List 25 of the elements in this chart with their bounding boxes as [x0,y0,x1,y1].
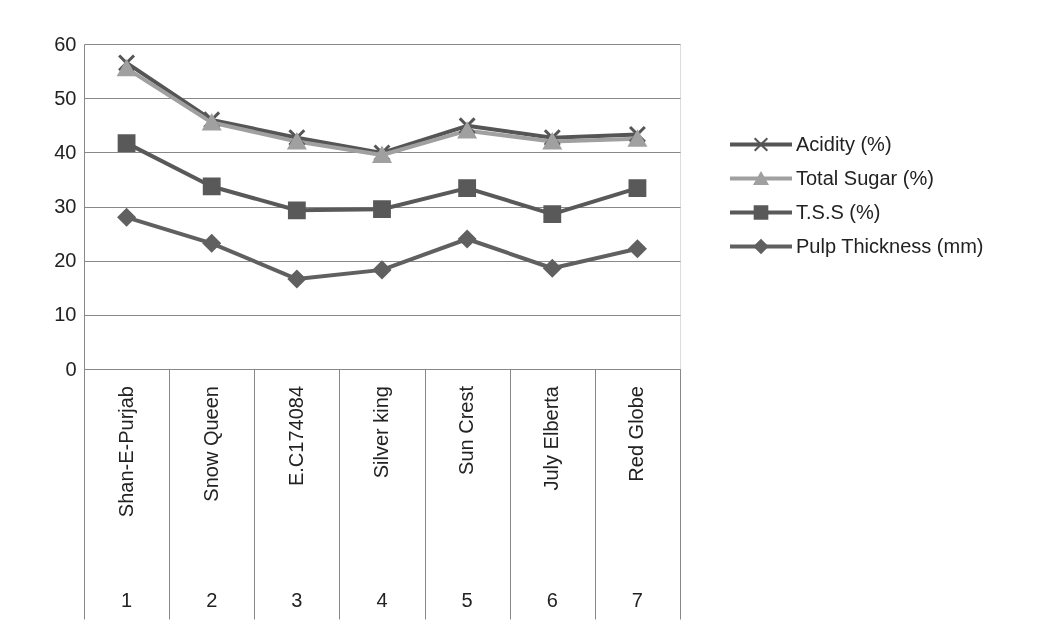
text: 1 [121,589,133,611]
text: 5 [461,589,473,611]
text: 3 [291,589,303,611]
text: 6 [546,589,558,611]
legend-label: T.S.S (%) [796,200,881,223]
y-tick-label: 40 [54,140,77,163]
x-tick-label: Sun Crest [455,385,478,475]
x-tick-label: Shan-E-Purjab [114,386,137,518]
legend-label: Pulp Thickness (mm) [796,234,984,257]
y-tick-label: 20 [54,249,77,272]
legend-label: Total Sugar (%) [796,166,934,189]
text: 4 [376,589,388,611]
x-tick-label: Silver king [370,386,392,479]
y-tick-label: 10 [54,303,77,326]
x-tick-label: E.C174084 [284,386,307,487]
x-tick-label: July Elberta [540,385,563,491]
x-tick-label: Snow Queen [199,386,222,502]
y-tick-label: 60 [54,32,77,55]
y-tick-label: 0 [65,357,77,380]
text: 7 [631,589,643,611]
y-tick-label: 50 [54,86,77,109]
legend-label: Acidity (%) [796,132,892,155]
x-tick-label: Red Globe [625,386,648,482]
y-tick-label: 30 [54,195,77,217]
text: 2 [206,589,218,611]
